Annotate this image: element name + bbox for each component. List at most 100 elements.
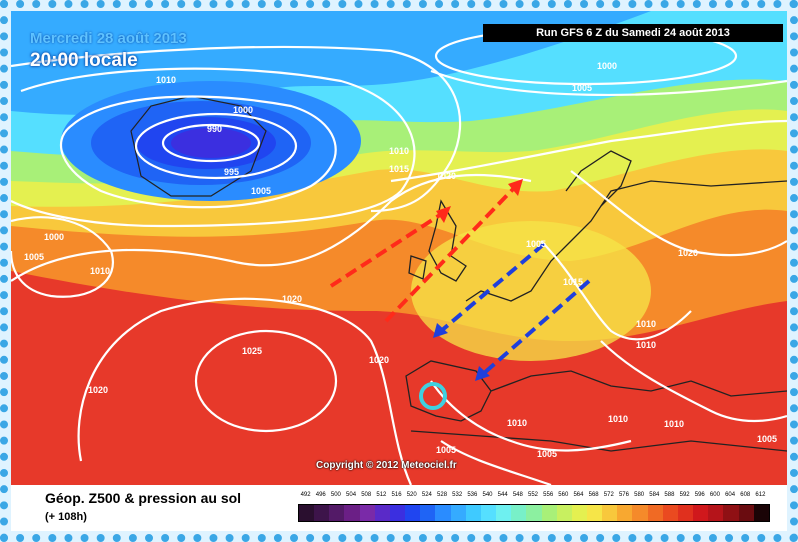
scale-label: 496: [315, 492, 326, 498]
iso-label: 995: [224, 167, 239, 177]
isobar-1010-east: [600, 340, 787, 423]
scale-swatch: [465, 505, 481, 521]
scale-swatch: [480, 505, 497, 521]
scale-swatch: [299, 505, 315, 521]
isobar-995: [134, 112, 298, 180]
isobar-1000: [59, 95, 337, 209]
iso-label: 1000: [44, 232, 64, 242]
coastline-ireland: [408, 255, 427, 280]
scale-label: 536: [467, 492, 478, 498]
scale-swatch: [738, 505, 754, 521]
scale-label: 608: [740, 492, 751, 498]
scale-label: 500: [330, 492, 341, 498]
iso-label: 1000: [597, 61, 617, 71]
scale-swatch: [602, 505, 618, 521]
scale-label: 508: [361, 492, 372, 498]
forecast-date: Mercredi 28 août 2013: [30, 30, 187, 47]
isobar-1005: [11, 67, 416, 228]
coastline-scandinavia: [565, 150, 632, 207]
legend-panel: Géop. Z500 & pression au sol (+ 108h) 49…: [11, 485, 787, 531]
isobar-1010-south: [430, 380, 632, 452]
scale-swatch: [541, 505, 557, 521]
warm-arrows: [329, 179, 523, 323]
iso-label: 1005: [526, 239, 546, 249]
scale-swatch: [571, 505, 587, 521]
weather-map: 1010 1000 990 995 1005 1010 1015 1020 10…: [11, 11, 787, 485]
iso-label: 1020: [678, 248, 698, 258]
iso-label: 1015: [563, 277, 583, 287]
scale-swatch: [420, 505, 436, 521]
iso-label: 1005: [436, 445, 456, 455]
iso-label: 1025: [242, 346, 262, 356]
coastline-uk: [428, 199, 467, 282]
scale-label: 528: [437, 492, 448, 498]
scale-swatch: [708, 505, 724, 521]
isobar-1015-east: [540, 240, 692, 341]
scale-label: 556: [543, 492, 554, 498]
field-low-core: [171, 128, 251, 158]
warm-arrow-2-head: [508, 179, 523, 196]
isobar-1025: [194, 329, 338, 433]
scale-swatch: [450, 505, 466, 521]
isobar-1000-west: [11, 216, 114, 298]
scale-label: 492: [300, 492, 311, 498]
scale-label: 532: [452, 492, 463, 498]
cold-arrow-2-head: [475, 366, 490, 381]
scale-swatch: [693, 505, 709, 521]
color-scale-labels: 492 496 500 504 508 512 516 520 524 528 532 536 540 5…: [298, 492, 768, 502]
scale-swatch: [435, 505, 451, 521]
isobar-1010: [11, 45, 462, 213]
scale-swatch: [344, 505, 360, 521]
warm-arrow-1-head: [436, 206, 451, 223]
scale-label: 580: [634, 492, 645, 498]
scale-label: 524: [421, 492, 432, 498]
iso-label: 1005: [757, 434, 777, 444]
scale-label: 540: [482, 492, 493, 498]
isobar-1020-east: [570, 170, 787, 257]
cold-arrows: [433, 242, 591, 381]
scale-label: 564: [573, 492, 584, 498]
scale-label: 516: [391, 492, 402, 498]
coastline-mediterranean: [490, 370, 787, 397]
iso-label: 1020: [369, 355, 389, 365]
scale-swatch: [359, 505, 375, 521]
isobar-labels: 1010 1000 990 995 1005 1010 1015 1020 10…: [24, 61, 777, 459]
scale-label: 572: [603, 492, 614, 498]
iso-label: 1020: [436, 171, 456, 181]
scale-label: 568: [588, 492, 599, 498]
legend-subtitle: (+ 108h): [45, 511, 87, 523]
cold-arrow-2: [481, 279, 591, 376]
scale-label: 544: [497, 492, 508, 498]
scale-swatch: [511, 505, 527, 521]
scale-swatch: [389, 505, 406, 521]
coastline-iberia: [405, 360, 492, 422]
scale-label: 600: [709, 492, 720, 498]
iso-label: 1020: [88, 385, 108, 395]
scale-swatch: [405, 505, 421, 521]
isobar-1005-north: [430, 69, 787, 97]
iso-label: 1010: [90, 266, 110, 276]
isobar-1020-west: [11, 173, 532, 282]
scale-swatch: [329, 505, 345, 521]
scale-swatch: [586, 505, 603, 521]
iso-label: 1005: [537, 449, 557, 459]
cold-arrow-1-head: [433, 323, 448, 338]
scale-label: 520: [406, 492, 417, 498]
scale-swatch: [617, 505, 633, 521]
forecast-time: 20:00 locale: [30, 50, 138, 71]
coastline-greenland: [130, 95, 267, 197]
scale-swatch: [632, 505, 648, 521]
iso-label: 1010: [507, 418, 527, 428]
copyright: Copyright © 2012 Meteociel.fr: [316, 460, 457, 471]
iso-label: 1005: [572, 83, 592, 93]
scale-label: 504: [346, 492, 357, 498]
iso-label: 990: [207, 124, 222, 134]
scale-label: 604: [725, 492, 736, 498]
scale-swatch: [647, 505, 663, 521]
legend-title: Géop. Z500 & pression au sol: [45, 490, 242, 506]
coastline-north-europe: [465, 180, 787, 302]
iso-label: 1020: [282, 294, 302, 304]
cold-arrow-1: [439, 242, 546, 333]
warm-arrow-2: [384, 184, 518, 323]
isobar-1015: [390, 119, 787, 183]
